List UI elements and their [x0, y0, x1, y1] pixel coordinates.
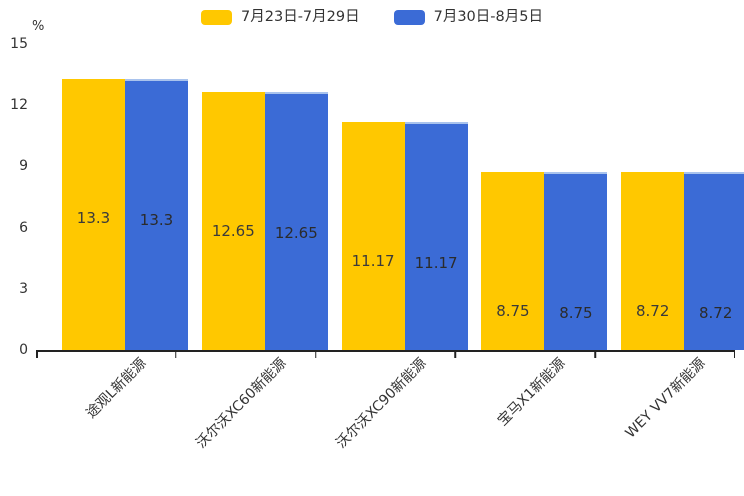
- plot-area: 0 3 6 9 12 15 13.3 13.3 12.65 12.65 11.17 11.17 8.75…: [10, 37, 744, 357]
- bar-series-1[interactable]: 13.3: [125, 78, 188, 350]
- x-axis-category-label: 沃尔沃XC60新能源: [193, 355, 290, 452]
- legend-swatch-series-1: [393, 10, 425, 25]
- x-axis-line: [36, 350, 735, 352]
- bar-value-label: 11.17: [414, 254, 458, 273]
- x-axis-start-cap: [36, 350, 38, 358]
- legend-label-series-0: 7月23日-7月29日: [241, 9, 360, 26]
- bar-value-label: 8.72: [635, 302, 670, 321]
- bar-group: 11.17 11.17: [341, 44, 468, 350]
- bar-value-label: 13.3: [76, 208, 111, 227]
- bar-value-label: 8.75: [559, 303, 593, 322]
- bar-series-0[interactable]: 13.3: [62, 78, 125, 350]
- bar-series-1[interactable]: 11.17: [404, 122, 468, 350]
- bar-group: 8.72 8.72: [621, 44, 744, 350]
- legend-item-series-1[interactable]: 7月30日-8月5日: [393, 9, 543, 26]
- legend-swatch-series-0: [201, 10, 233, 25]
- bar-group: 12.65 12.65: [201, 44, 328, 350]
- y-axis-tick-label: 9: [19, 158, 28, 175]
- bar-series-0[interactable]: 12.65: [201, 91, 265, 350]
- x-axis-category-label: 沃尔沃XC90新能源: [332, 355, 430, 452]
- bar-series-0[interactable]: 8.72: [621, 172, 685, 350]
- bar-group: 13.3 13.3: [62, 44, 188, 350]
- bar-value-label: 8.72: [698, 304, 733, 323]
- bar-series-1[interactable]: 12.65: [264, 91, 328, 350]
- y-axis-unit-label: %: [32, 19, 45, 34]
- bar-value-label: 12.65: [274, 223, 318, 242]
- bar-series-1[interactable]: 8.75: [544, 171, 608, 350]
- y-axis-tick-label: 12: [10, 97, 28, 114]
- x-axis-category-label: 宝马X1新能源: [495, 355, 569, 430]
- legend-item-series-0[interactable]: 7月23日-7月29日: [201, 10, 360, 25]
- x-axis-tick: [454, 350, 457, 358]
- bar-value-label: 12.65: [211, 221, 255, 240]
- bar-series-0[interactable]: 8.75: [481, 171, 545, 350]
- x-axis-tick: [314, 350, 317, 358]
- y-axis-tick-label: 15: [10, 36, 28, 52]
- bar-series-0[interactable]: 11.17: [341, 122, 405, 350]
- bar-series-1[interactable]: 8.72: [684, 172, 744, 350]
- bar-value-label: 13.3: [139, 210, 174, 229]
- bar-value-label: 8.75: [496, 301, 530, 320]
- x-axis-category-label: 途观L新能源: [83, 355, 150, 422]
- chart-legend: 7月23日-7月29日 7月30日-8月5日: [0, 10, 744, 25]
- legend-label-series-1: 7月30日-8月5日: [433, 9, 543, 26]
- x-axis-category-label: WEY VV7新能源: [622, 355, 709, 442]
- x-axis-tick: [175, 350, 177, 358]
- y-axis-tick-label: 3: [19, 280, 28, 297]
- x-axis-tick: [594, 350, 596, 358]
- bar-group: 8.75 8.75: [481, 44, 608, 350]
- x-axis-end-cap: [733, 350, 735, 358]
- bar-value-label: 11.17: [351, 252, 395, 271]
- y-axis-tick-label: 0: [19, 342, 28, 358]
- y-axis-tick-label: 6: [19, 219, 28, 236]
